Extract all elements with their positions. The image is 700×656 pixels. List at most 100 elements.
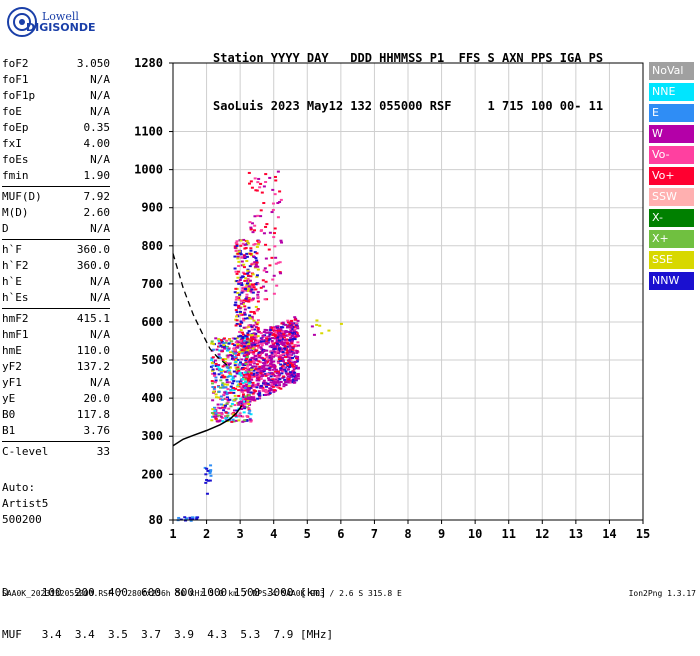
echo-point bbox=[275, 340, 279, 343]
echo-point bbox=[285, 339, 289, 342]
echo-point bbox=[289, 363, 293, 366]
echo-point bbox=[235, 371, 239, 374]
echo-point bbox=[294, 364, 298, 367]
echo-point bbox=[209, 474, 213, 477]
param-key: B0 bbox=[2, 408, 16, 421]
echo-point bbox=[265, 223, 269, 226]
echo-point bbox=[272, 360, 276, 363]
echo-point bbox=[276, 216, 280, 219]
echo-point bbox=[296, 333, 300, 336]
echo-point bbox=[251, 360, 255, 363]
echo-point bbox=[274, 368, 278, 371]
echo-point bbox=[253, 229, 257, 232]
echo-point bbox=[235, 244, 239, 247]
echo-point bbox=[251, 297, 255, 300]
echo-point bbox=[274, 346, 278, 349]
echo-point bbox=[279, 363, 283, 366]
echo-point bbox=[240, 363, 244, 366]
echo-point bbox=[271, 326, 275, 329]
echo-point bbox=[250, 222, 254, 225]
echo-point bbox=[239, 334, 243, 337]
echo-point bbox=[293, 328, 297, 331]
echo-point bbox=[258, 186, 262, 189]
echo-point bbox=[286, 321, 290, 324]
echo-point bbox=[243, 279, 247, 282]
echo-point bbox=[210, 340, 214, 343]
echo-point bbox=[281, 364, 285, 367]
echo-point bbox=[242, 405, 246, 408]
echo-point bbox=[257, 371, 261, 374]
param-value: N/A bbox=[90, 291, 110, 304]
echo-point bbox=[288, 381, 292, 384]
echo-point bbox=[233, 375, 237, 378]
echo-point bbox=[242, 411, 246, 414]
echo-point bbox=[256, 268, 260, 271]
echo-point bbox=[245, 419, 249, 422]
header: Station YYYY DAY DDD HHMMSS P1 FFS S AXN… bbox=[213, 18, 603, 130]
echo-point bbox=[246, 355, 250, 358]
echo-point bbox=[255, 359, 259, 362]
echo-point bbox=[289, 379, 293, 382]
param-key: hmE bbox=[2, 344, 22, 357]
param-row: fxI 4.00 bbox=[2, 136, 110, 152]
echo-point bbox=[242, 263, 246, 266]
echo-point bbox=[291, 347, 295, 350]
echo-point bbox=[246, 298, 250, 301]
echo-point bbox=[249, 275, 253, 278]
echo-point bbox=[279, 367, 283, 370]
echo-point bbox=[243, 337, 247, 340]
echo-point bbox=[263, 267, 267, 270]
echo-point bbox=[269, 373, 273, 376]
echo-point bbox=[243, 257, 247, 260]
echo-point bbox=[250, 325, 254, 328]
echo-point bbox=[240, 256, 244, 259]
echo-point bbox=[258, 397, 262, 400]
echo-point bbox=[269, 359, 273, 362]
echo-point bbox=[283, 368, 287, 371]
echo-point bbox=[264, 289, 268, 292]
echo-point bbox=[252, 353, 256, 356]
echo-point bbox=[262, 368, 266, 371]
echo-point bbox=[245, 289, 249, 292]
echo-point bbox=[263, 339, 267, 342]
echo-point bbox=[233, 344, 237, 347]
echo-point bbox=[292, 345, 296, 348]
echo-point bbox=[177, 516, 181, 519]
param-row: foF2 3.050 bbox=[2, 56, 110, 72]
echo-point bbox=[255, 341, 259, 344]
param-value: 1.90 bbox=[83, 169, 111, 182]
echo-point bbox=[276, 360, 280, 363]
echo-point bbox=[240, 358, 244, 361]
echo-point bbox=[280, 348, 284, 351]
legend-item-x: X+ bbox=[649, 230, 694, 248]
echo-point bbox=[237, 383, 241, 386]
echo-point bbox=[257, 374, 261, 377]
echo-point bbox=[285, 349, 289, 352]
echo-point bbox=[223, 370, 227, 373]
y-tick-label: 400 bbox=[141, 391, 163, 405]
echo-point bbox=[285, 326, 289, 329]
echo-point bbox=[274, 262, 278, 265]
echo-point bbox=[212, 411, 216, 414]
echo-point bbox=[292, 363, 296, 366]
param-row: foEs N/A bbox=[2, 152, 110, 168]
echo-point bbox=[265, 355, 269, 358]
y-tick-label: 500 bbox=[141, 353, 163, 367]
echo-point bbox=[244, 356, 248, 359]
echo-point bbox=[252, 288, 256, 291]
param-value: N/A bbox=[90, 105, 110, 118]
echo-point bbox=[229, 389, 233, 392]
echo-point bbox=[256, 370, 260, 373]
echo-point bbox=[249, 299, 253, 302]
echo-point bbox=[246, 387, 250, 390]
echo-point bbox=[293, 371, 297, 374]
echo-point bbox=[251, 347, 255, 350]
echo-point bbox=[231, 350, 235, 353]
echo-point bbox=[211, 368, 215, 371]
echo-point bbox=[256, 291, 260, 294]
param-key: D bbox=[2, 222, 9, 235]
echo-point bbox=[283, 347, 287, 350]
echo-point bbox=[285, 353, 289, 356]
echo-point bbox=[249, 228, 253, 231]
echo-point bbox=[236, 346, 240, 349]
